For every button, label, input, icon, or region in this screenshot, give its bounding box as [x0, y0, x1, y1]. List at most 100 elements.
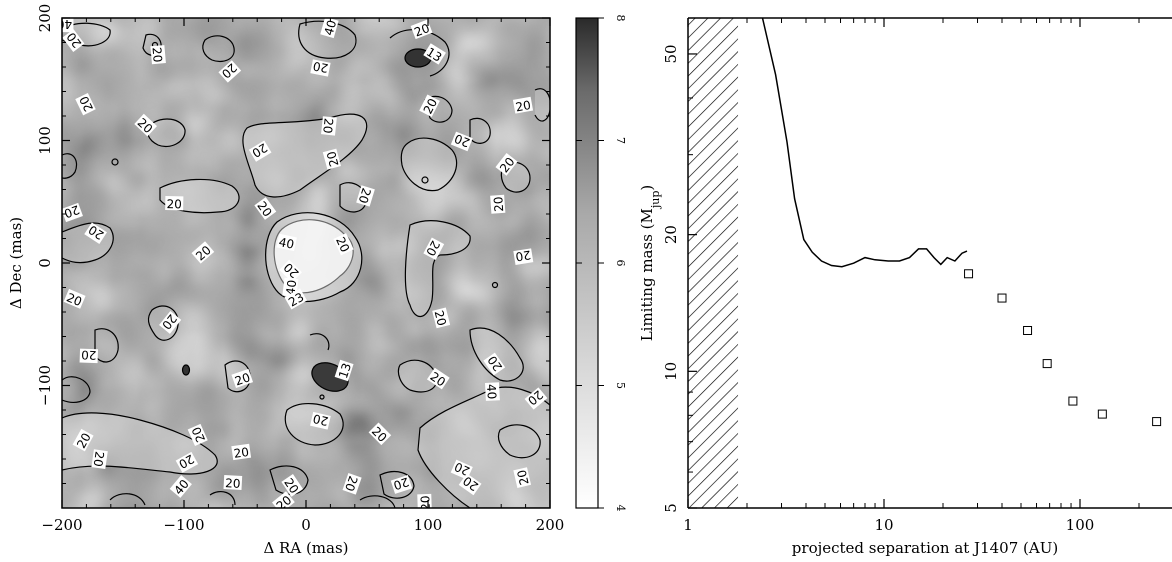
- contour-label: 20: [248, 140, 272, 162]
- contour-label-box: [191, 241, 215, 264]
- right-panel: 1 10 100 5 10 20 50 projected separation at J…: [638, 17, 1172, 557]
- contour-label-text: 20: [342, 474, 360, 493]
- data-point-marker: [1097, 409, 1107, 419]
- contour-label-box: [72, 428, 94, 452]
- contour-label: 40: [484, 382, 500, 401]
- contour-label-text: 20: [312, 59, 330, 76]
- contour-label-box: [432, 307, 451, 329]
- right-y-axis-ticks: 5 10 20 50: [662, 44, 697, 513]
- contour-label-box: [423, 237, 445, 261]
- contour-label-box: [334, 359, 354, 382]
- contour-label-text: 13: [424, 45, 444, 65]
- limiting-mass-curve: [761, 18, 968, 268]
- contour-label-text: 20: [412, 21, 431, 40]
- left-y-axis-ticks: −100 0 100 200: [36, 4, 550, 484]
- left-x-tick-label: −100: [163, 516, 204, 534]
- contour-label-text: 20: [81, 348, 97, 363]
- contour-label: 13: [423, 43, 446, 65]
- contour-label: 20: [423, 237, 445, 261]
- contour-label-text: 13: [336, 361, 354, 380]
- contour-label-box: [458, 473, 482, 496]
- contour-label-box: [356, 185, 375, 207]
- data-point-marker: [964, 269, 974, 279]
- right-y-axis-label-main: Limiting mass (M: [638, 208, 656, 341]
- contour-labels: 40 20 40 20 13 20 20 20 20 20 20 20 20 20 20 20 20 20 20 20…: [57, 17, 548, 508]
- contour-label: 20: [79, 348, 99, 364]
- data-point-marker: [1023, 325, 1033, 335]
- contour-label-text: 20: [312, 411, 330, 428]
- left-x-axis-ticks: −200 −100 0 100 200: [41, 18, 564, 534]
- contour-label-text: 20: [515, 468, 532, 486]
- contour-label-box: [321, 116, 337, 136]
- contour-label: 20: [310, 59, 331, 77]
- contour-label: 20: [165, 196, 184, 211]
- right-y-tick-label: 50: [662, 44, 680, 63]
- contour-label-box: [419, 94, 440, 117]
- right-x-tick-label: 100: [1066, 516, 1095, 534]
- contour-label-box: [79, 348, 99, 364]
- excluded-region-hatch: [688, 18, 739, 508]
- contour-label-box: [333, 233, 354, 256]
- contour-label-box: [310, 411, 331, 430]
- contour-label-box: [279, 259, 303, 283]
- contour-label-text: 20: [233, 445, 250, 461]
- right-y-tick-label: 10: [662, 362, 680, 381]
- contour-label: 20: [187, 423, 208, 446]
- contour-label-box: [423, 43, 446, 65]
- contour-label: 20: [410, 19, 433, 40]
- contour-label-box: [63, 288, 86, 309]
- contour-label-text: 40: [57, 17, 72, 31]
- contour-label-box: [426, 367, 450, 390]
- left-x-tick-label: −200: [41, 516, 82, 534]
- contour-label-box: [450, 131, 473, 152]
- right-y-axis-label-close: ): [638, 185, 656, 191]
- contour-label-text: 20: [423, 238, 443, 258]
- contour-label-text: 20: [74, 431, 94, 451]
- left-x-tick-label: 0: [301, 516, 311, 534]
- contour-label-box: [187, 423, 208, 446]
- contour-label-box: [490, 194, 506, 214]
- contour-label: 20: [63, 288, 86, 309]
- contour-label: 20: [62, 202, 83, 223]
- contour-label-box: [483, 352, 506, 376]
- contour-label-box: [484, 382, 500, 401]
- contour-label: 20: [231, 368, 254, 388]
- contour-label-text: 20: [189, 425, 208, 445]
- contour-label-box: [524, 387, 548, 410]
- contour-label: 13: [334, 359, 354, 382]
- contour-label-box: [254, 197, 277, 220]
- left-y-tick-label: 100: [36, 126, 54, 155]
- contour-label-box: [84, 222, 107, 244]
- contour-label-box: [62, 18, 74, 33]
- left-y-tick-label: 0: [36, 258, 54, 268]
- contour-label-box: [342, 473, 362, 495]
- contour-label-box: [231, 443, 252, 461]
- contour-label-text: 40: [278, 235, 296, 252]
- contour-label-box: [513, 467, 532, 488]
- contour-label-text: 40: [484, 384, 499, 400]
- contour-label: 20: [310, 411, 331, 430]
- contour-label-box: [165, 196, 184, 211]
- contour-label-box: [410, 19, 433, 40]
- contour-label-text: 20: [176, 452, 196, 472]
- contour-label-box: [512, 96, 534, 114]
- colorbar-ticks: 4 5 6 7 8: [576, 15, 627, 512]
- right-y-tick-label: 5: [662, 503, 680, 513]
- contour-label-box: [218, 60, 242, 83]
- contour-label-text: 20: [233, 370, 252, 388]
- contour-label: 20: [450, 131, 473, 152]
- contour-label-box: [495, 152, 518, 176]
- contour-label-box: [322, 148, 341, 170]
- contour-label-text: 20: [514, 98, 531, 114]
- left-x-tick-label: 100: [414, 516, 443, 534]
- contour-label: 20: [72, 428, 94, 452]
- contour-label-box: [169, 475, 192, 498]
- contour-label: 23: [284, 288, 308, 310]
- contour-label: 20: [512, 96, 534, 114]
- contour-label-box: [284, 288, 308, 310]
- contour-label: 20: [342, 473, 362, 495]
- contour-label-box: [281, 474, 304, 497]
- contour-label: 20: [356, 185, 375, 207]
- contour-label: 20: [150, 45, 166, 65]
